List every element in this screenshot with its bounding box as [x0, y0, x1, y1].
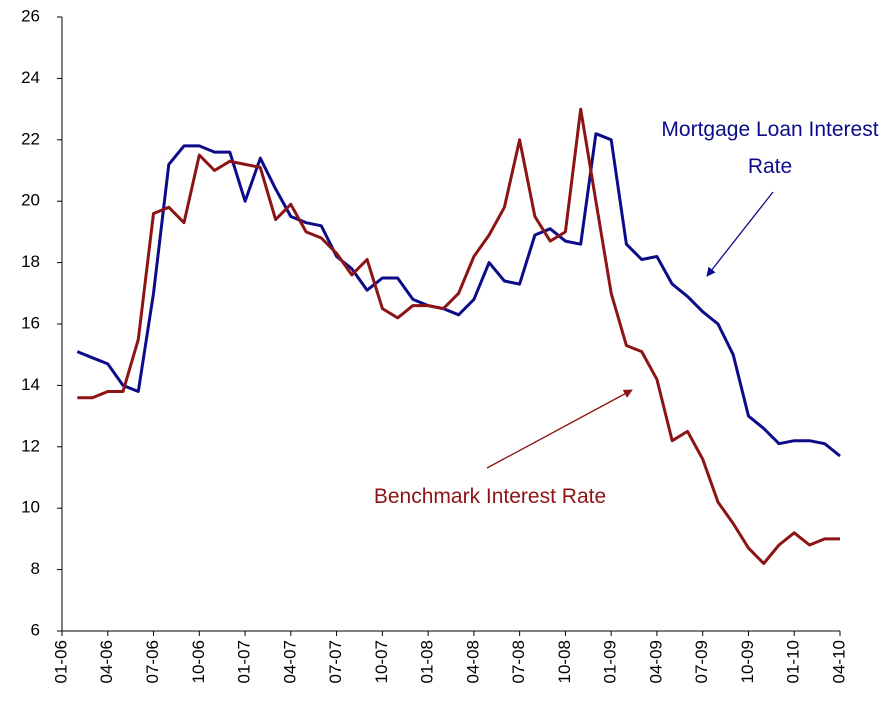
x-tick-label: 10-09: [738, 640, 757, 683]
x-tick-label: 07-07: [326, 640, 345, 683]
y-tick-label: 10: [21, 498, 40, 517]
x-tick-label: 10-08: [555, 640, 574, 683]
x-tick-label: 04-10: [829, 640, 848, 683]
annotation: Benchmark Interest Rate: [373, 485, 607, 508]
x-tick-label: 01-09: [601, 640, 620, 683]
y-tick-label: 6: [31, 620, 40, 639]
x-tick-label: 07-08: [509, 640, 528, 683]
series-line: [77, 107, 840, 565]
annotation-arrow: [706, 191, 774, 277]
annotation-text: Benchmark Interest Rate: [373, 485, 607, 508]
y-tick-label: 14: [21, 375, 40, 394]
annotation: Mortgage Loan Interest Rate: [661, 118, 879, 178]
x-tick-label: 10-07: [372, 640, 391, 683]
y-tick-label: 8: [31, 559, 40, 578]
y-tick-label: 22: [21, 129, 40, 148]
y-tick-label: 18: [21, 252, 40, 271]
y-tick-label: 12: [21, 436, 40, 455]
x-tick-label: 01-06: [51, 640, 70, 683]
annotation-text: Mortgage Loan Interest Rate: [661, 118, 879, 178]
x-tick-label: 01-10: [784, 640, 803, 683]
annotation-arrow: [486, 389, 633, 469]
y-tick-label: 16: [21, 313, 40, 332]
x-tick-label: 01-08: [418, 640, 437, 683]
x-tick-label: 07-06: [143, 640, 162, 683]
x-tick-label: 07-09: [692, 640, 711, 683]
x-tick-label: 04-09: [646, 640, 665, 683]
x-tick-label: 04-07: [280, 640, 299, 683]
y-tick-label: 26: [21, 6, 40, 25]
y-tick-label: 24: [21, 68, 40, 87]
x-tick-label: 01-07: [235, 640, 254, 683]
x-tick-label: 04-08: [463, 640, 482, 683]
series-line: [76, 132, 841, 458]
y-tick-label: 20: [21, 191, 40, 210]
x-tick-label: 10-06: [189, 640, 208, 683]
x-tick-label: 04-06: [97, 640, 116, 683]
